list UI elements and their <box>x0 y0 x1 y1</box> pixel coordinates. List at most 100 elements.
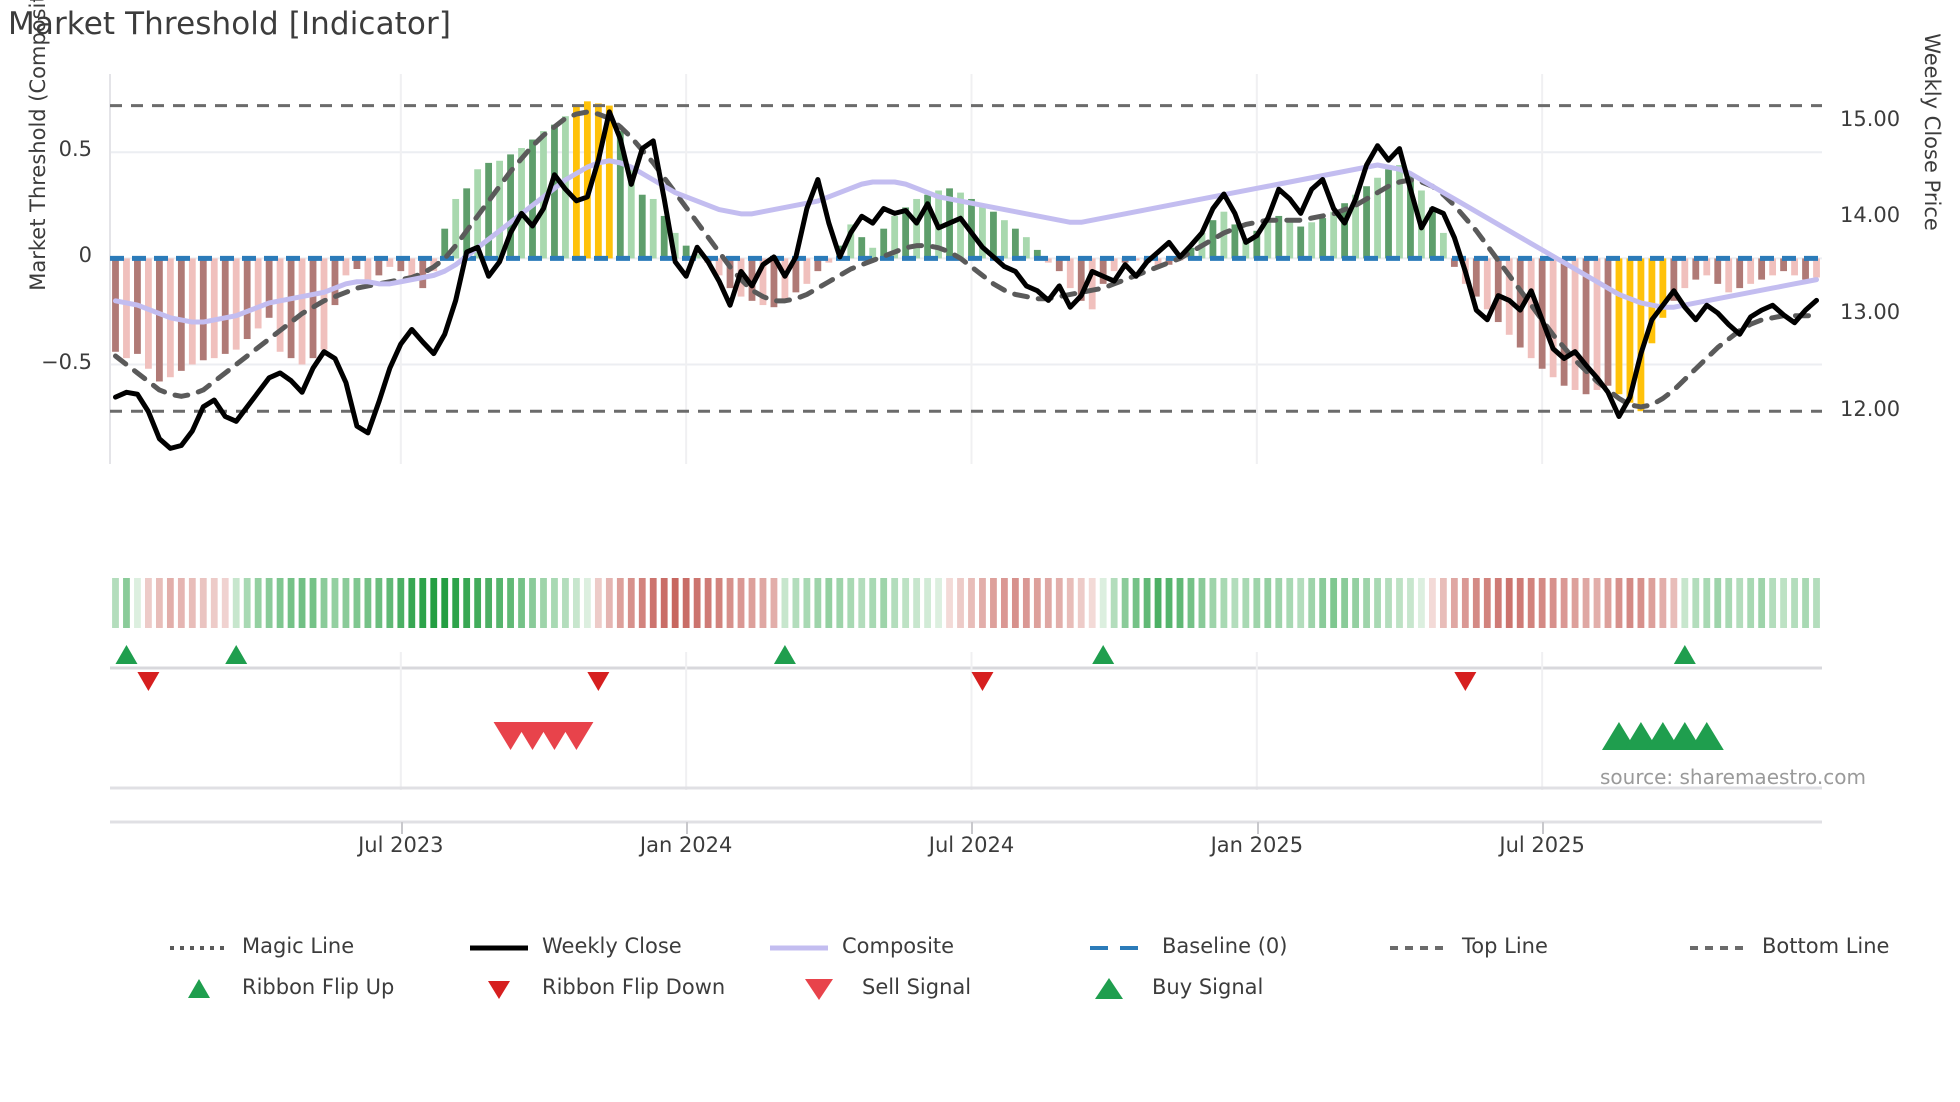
legend-item-top-line[interactable]: Top Line <box>1388 925 1548 966</box>
legend-item-baseline[interactable]: Baseline (0) <box>1088 925 1287 966</box>
legend-label-top-line: Top Line <box>1462 933 1548 958</box>
indicator-bar <box>1747 258 1755 284</box>
ribbon-cell <box>1352 578 1359 628</box>
ribbon-cell <box>594 578 602 628</box>
legend-item-magic-line[interactable]: Magic Line <box>168 925 354 966</box>
indicator-bar <box>1297 226 1305 259</box>
indicator-bar <box>671 232 679 259</box>
ribbon-cell <box>232 578 240 628</box>
indicator-bar <box>583 101 591 259</box>
indicator-bar <box>331 258 339 306</box>
indicator-bar <box>957 192 964 259</box>
legend-label-buy-signal: Buy Signal <box>1152 974 1264 999</box>
indicator-bar <box>693 254 701 259</box>
ribbon-cell <box>869 578 877 628</box>
legend-item-ribbon-flip-down[interactable]: Ribbon Flip Down <box>468 966 725 1007</box>
ribbon-cell <box>792 578 800 628</box>
ribbon-cell <box>726 578 734 628</box>
ribbon-cell <box>199 578 207 628</box>
magic-line <box>112 109 1820 410</box>
legend-item-weekly-close[interactable]: Weekly Close <box>468 925 682 966</box>
indicator-bar <box>1681 258 1689 289</box>
indicator-bar <box>353 258 361 269</box>
weekly-close-swatch-icon <box>468 936 530 956</box>
ribbon-cell <box>386 578 394 628</box>
ribbon-cell <box>1549 578 1557 628</box>
buy-signal-marker <box>1601 722 1636 750</box>
ribbon-cell <box>177 578 185 628</box>
indicator-bar <box>1022 237 1030 259</box>
indicator-bar <box>759 258 767 306</box>
ribbon-cell <box>682 578 690 628</box>
ribbon-cell <box>1242 578 1250 628</box>
ribbon-cell <box>858 578 866 628</box>
indicator-bar <box>1516 258 1524 348</box>
ribbon-flip-up-swatch-icon <box>168 977 230 998</box>
indicator-bar <box>1308 222 1316 259</box>
indicator-bar <box>1088 258 1096 310</box>
ribbon-cell <box>660 578 668 628</box>
legend-item-buy-signal[interactable]: Buy Signal <box>1078 966 1263 1007</box>
ribbon-cell <box>1714 578 1722 628</box>
indicator-bar <box>1132 258 1140 261</box>
ribbon-cell <box>913 578 921 628</box>
ribbon-cell <box>254 578 262 628</box>
ribbon-cell <box>1396 578 1403 628</box>
indicator-bar <box>869 247 877 259</box>
y-tick-right: 15.00 <box>1840 106 1901 131</box>
indicator-bar <box>177 258 185 371</box>
indicator-bar <box>375 258 383 276</box>
indicator-bar <box>891 215 899 259</box>
indicator-bar <box>1055 258 1063 272</box>
indicator-bar <box>1593 258 1601 390</box>
ribbon-cell <box>353 578 361 628</box>
ribbon-cell <box>1604 578 1612 628</box>
indicator-bar <box>320 258 328 350</box>
indicator-bar <box>1670 258 1678 301</box>
ribbon-cell <box>638 578 646 628</box>
x-tick-mark <box>1542 822 1545 834</box>
ribbon-cell <box>990 578 997 628</box>
ribbon-cell <box>1407 578 1414 628</box>
ribbon-cell <box>419 578 427 628</box>
ribbon-cell <box>1001 578 1008 628</box>
indicator-bar <box>1560 258 1568 386</box>
ribbon-cell <box>748 578 756 628</box>
indicator-bar <box>825 258 833 263</box>
legend-label-composite: Composite <box>842 933 955 958</box>
buy-signal-marker <box>1689 722 1724 750</box>
ribbon-cell <box>375 578 383 628</box>
legend-label-ribbon-flip-up: Ribbon Flip Up <box>242 974 395 999</box>
indicator-bar <box>1505 258 1513 335</box>
legend-item-sell-signal[interactable]: Sell Signal <box>788 966 971 1007</box>
indicator-bar <box>265 258 273 318</box>
indicator-bar <box>1769 258 1777 276</box>
ribbon-cell <box>803 578 811 628</box>
ribbon-cell <box>1099 578 1107 628</box>
baseline-swatch-icon <box>1088 936 1150 956</box>
sell-signal-marker <box>559 722 594 750</box>
legend-label-ribbon-flip-down: Ribbon Flip Down <box>542 974 726 999</box>
ribbon-cell <box>1198 578 1206 628</box>
ribbon-cell <box>1330 578 1338 628</box>
indicator-bar <box>682 245 690 259</box>
legend-item-ribbon-flip-up[interactable]: Ribbon Flip Up <box>168 966 394 1007</box>
indicator-bar <box>1066 258 1074 289</box>
indicator-bar <box>254 258 262 329</box>
ribbon-cell <box>847 578 855 628</box>
indicator-bar <box>913 198 921 259</box>
indicator-bar <box>221 258 229 354</box>
ribbon-cell <box>1538 578 1546 628</box>
ribbon-cell <box>430 578 438 628</box>
ribbon-cell <box>1593 578 1601 628</box>
buy-signal-marker <box>1667 722 1702 750</box>
indicator-bar <box>1813 258 1820 278</box>
ribbon-cell <box>1319 578 1327 628</box>
indicator-bar <box>199 258 207 361</box>
legend-item-composite[interactable]: Composite <box>768 925 954 966</box>
ribbon-cell <box>1571 578 1579 628</box>
indicator-bar <box>1791 258 1798 276</box>
indicator-bar <box>1615 258 1623 395</box>
legend-item-bottom-line[interactable]: Bottom Line <box>1688 925 1889 966</box>
ribbon-cell <box>145 578 152 628</box>
